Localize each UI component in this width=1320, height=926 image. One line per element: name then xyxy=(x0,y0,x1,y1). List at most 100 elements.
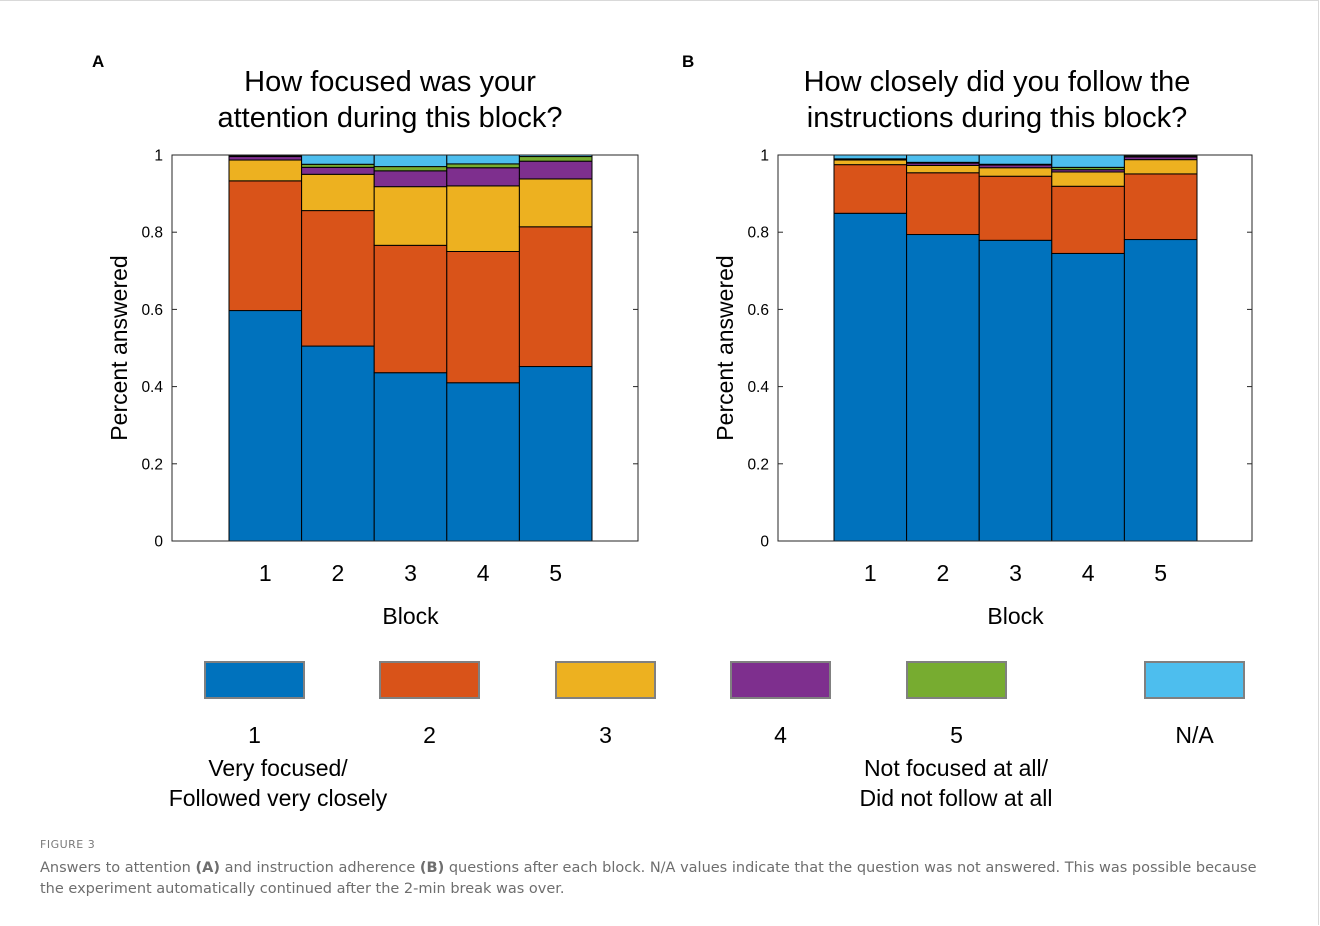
chart-title: How focused was your xyxy=(244,66,536,98)
y-tick-label: 0.8 xyxy=(141,225,163,242)
y-tick-label: 0.4 xyxy=(747,379,769,396)
bar-segment-2 xyxy=(1051,185,1125,254)
x-tick-label: 3 xyxy=(404,560,417,586)
bar-segment-1 xyxy=(906,234,980,542)
figure-caption: Answers to attention (A) and instruction… xyxy=(40,858,1280,900)
legend-label: 3 xyxy=(599,722,612,748)
legend-swatch-4 xyxy=(730,661,831,699)
bar-segment-na xyxy=(301,154,375,165)
y-tick-label: 0.2 xyxy=(747,456,769,473)
y-tick-label: 0.6 xyxy=(141,302,163,319)
bar-segment-3 xyxy=(301,173,375,212)
bar-segment-3 xyxy=(518,178,593,228)
bar-segment-3 xyxy=(446,185,520,253)
bar-segment-4 xyxy=(373,170,448,188)
bar-segment-2 xyxy=(906,172,980,236)
caption-part: questions after each block. N/A values i… xyxy=(40,860,1257,897)
chart-title: attention during this block? xyxy=(218,102,563,134)
x-axis-label: Block xyxy=(987,603,1044,629)
legend-low-description: Followed very closely xyxy=(169,785,388,811)
y-tick-label: 0.8 xyxy=(747,225,769,242)
legend-label: N/A xyxy=(1175,722,1214,748)
bar-segment-5 xyxy=(373,166,448,172)
bar-segment-5 xyxy=(446,163,520,169)
y-axis-label: Percent answered xyxy=(712,255,738,440)
legend-swatch-3 xyxy=(555,661,656,699)
bar-segment-5 xyxy=(518,156,593,162)
bar-segment-2 xyxy=(446,251,520,384)
legend-swatch-na xyxy=(1144,661,1245,699)
bar-segment-2 xyxy=(301,210,375,347)
bar-segment-na xyxy=(906,154,980,163)
x-tick-label: 3 xyxy=(1009,560,1022,586)
legend-high-description: Not focused at all/ xyxy=(864,755,1049,781)
bar-segment-4 xyxy=(301,166,375,175)
panel-label: A xyxy=(92,52,104,71)
chart-title: instructions during this block? xyxy=(807,102,1187,134)
x-tick-label: 1 xyxy=(259,560,272,586)
bar-segment-1 xyxy=(518,366,593,542)
bar-segment-3 xyxy=(228,159,303,182)
x-tick-label: 1 xyxy=(864,560,877,586)
legend-label: 5 xyxy=(950,722,963,748)
y-tick-label: 1 xyxy=(760,148,769,165)
bar-segment-3 xyxy=(1123,159,1198,175)
legend-swatch-1 xyxy=(204,661,305,699)
bar-segment-3 xyxy=(906,164,980,174)
x-tick-label: 2 xyxy=(937,560,950,586)
bar-segment-3 xyxy=(373,186,448,246)
bar-segment-2 xyxy=(518,226,593,368)
bar-segment-4 xyxy=(228,156,303,161)
legend-swatch-2 xyxy=(379,661,480,699)
legend-swatch-5 xyxy=(906,661,1007,699)
x-tick-label: 4 xyxy=(477,560,490,586)
bar-segment-2 xyxy=(1123,173,1198,241)
bar-segment-1 xyxy=(1051,252,1125,542)
bar-segment-3 xyxy=(1051,171,1125,187)
legend-label: 2 xyxy=(423,722,436,748)
bar-segment-na xyxy=(978,154,1053,165)
bar-segment-2 xyxy=(978,175,1053,241)
bar-segment-4 xyxy=(446,167,520,187)
bar-segment-1 xyxy=(978,239,1053,542)
x-tick-label: 2 xyxy=(332,560,345,586)
legend-high-description: Did not follow at all xyxy=(859,785,1052,811)
x-tick-label: 5 xyxy=(1154,560,1167,586)
legend-label: 4 xyxy=(774,722,787,748)
axes-box xyxy=(171,154,639,542)
bar-segment-na xyxy=(373,154,448,168)
x-tick-label: 4 xyxy=(1082,560,1095,586)
y-tick-label: 0 xyxy=(154,534,163,551)
y-tick-label: 0.4 xyxy=(141,379,163,396)
bar-segment-2 xyxy=(373,244,448,374)
y-axis-label: Percent answered xyxy=(106,255,132,440)
bar-segment-1 xyxy=(373,372,448,542)
bar-segment-1 xyxy=(446,382,520,542)
caption-part-bold: (B) xyxy=(419,860,445,876)
bar-segment-4 xyxy=(518,160,593,180)
panel-label: B xyxy=(682,52,694,71)
axes-box xyxy=(777,154,1253,542)
bar-segment-na xyxy=(833,154,908,160)
bar-segment-1 xyxy=(301,345,375,542)
bar-segment-1 xyxy=(228,310,303,542)
bar-segment-2 xyxy=(228,180,303,312)
y-tick-label: 0.6 xyxy=(747,302,769,319)
bar-segment-na xyxy=(446,154,520,165)
caption-part: Answers to attention xyxy=(40,860,196,876)
x-tick-label: 5 xyxy=(549,560,562,586)
bar-segment-3 xyxy=(833,159,908,166)
y-tick-label: 0.2 xyxy=(141,456,163,473)
bar-segment-na xyxy=(1051,154,1125,168)
bar-segment-2 xyxy=(833,164,908,214)
caption-part-bold: (A) xyxy=(195,860,220,876)
legend-label: 1 xyxy=(248,722,261,748)
x-axis-label: Block xyxy=(382,603,439,629)
bar-segment-3 xyxy=(978,167,1053,177)
figure-label: FIGURE 3 xyxy=(40,838,96,851)
legend-low-description: Very focused/ xyxy=(208,755,348,781)
y-tick-label: 1 xyxy=(154,148,163,165)
y-tick-label: 0 xyxy=(760,534,769,551)
